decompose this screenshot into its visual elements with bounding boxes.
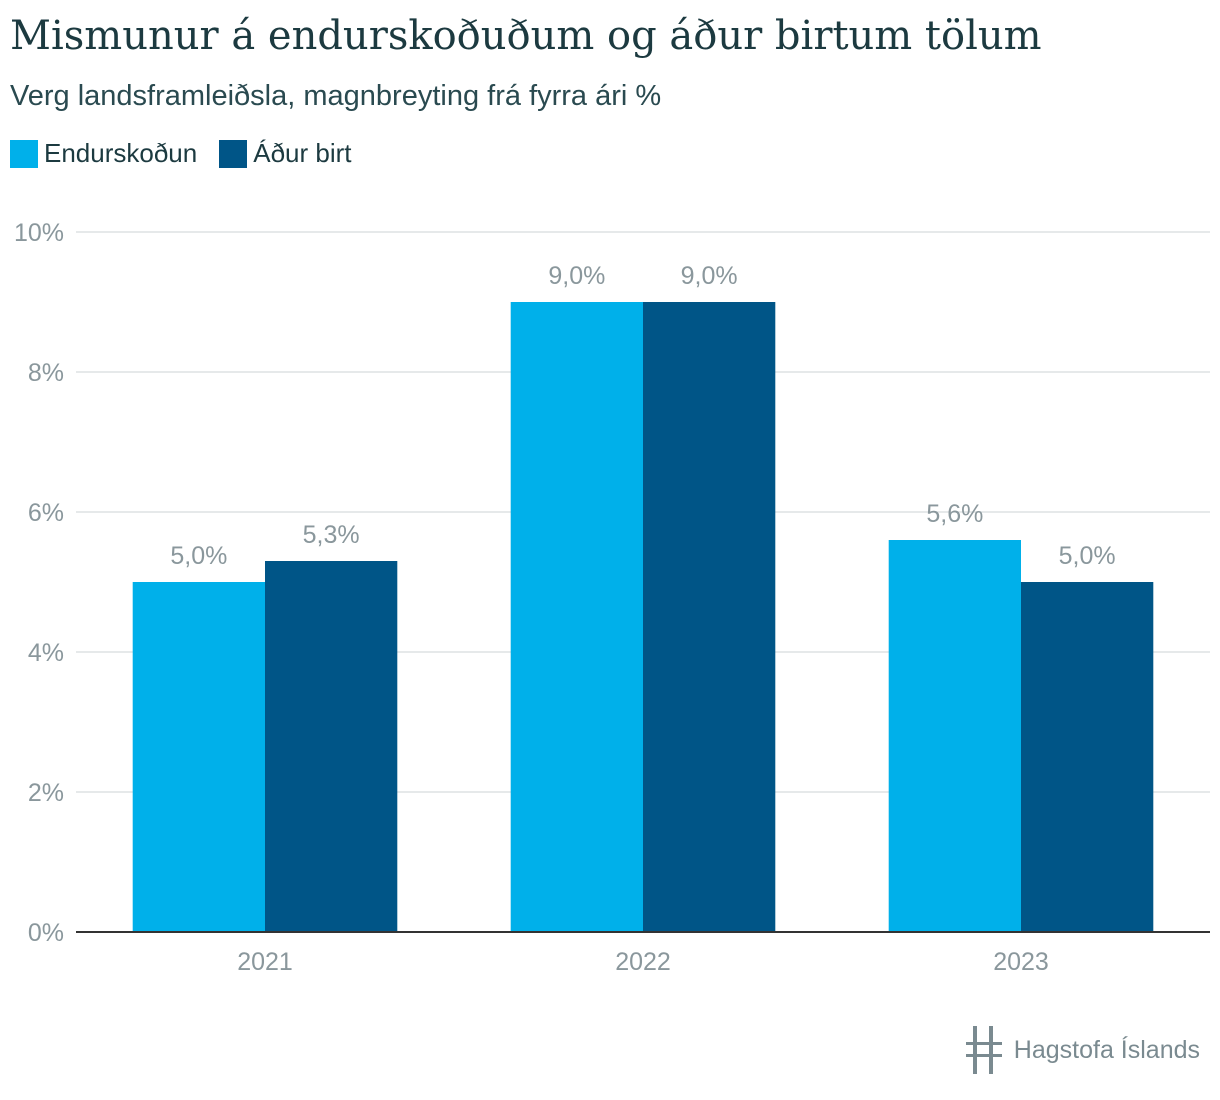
data-label: 5,3% xyxy=(303,521,360,549)
data-label: 5,6% xyxy=(926,500,983,528)
x-tick-label: 2023 xyxy=(993,948,1049,976)
bar-2023-endurskodun xyxy=(888,540,1021,932)
bar-2021-adur-birt xyxy=(265,561,398,932)
y-tick-label: 8% xyxy=(28,359,64,387)
chart-subtitle: Verg landsframleiðsla, magnbreyting frá … xyxy=(10,80,662,112)
bar-2022-adur-birt xyxy=(643,302,776,932)
legend-item-endurskodun: Endurskoðun xyxy=(10,138,197,169)
bar-2021-endurskodun xyxy=(132,582,265,932)
hagstofa-logo-icon xyxy=(965,1026,1002,1074)
y-tick-label: 6% xyxy=(28,499,64,527)
bar-2023-adur-birt xyxy=(1021,582,1154,932)
data-labels: 5,0% 5,3% 9,0% 9,0% 5,6% 5,0% xyxy=(170,262,1115,570)
x-tick-label: 2021 xyxy=(237,948,293,976)
data-label: 5,0% xyxy=(1059,542,1116,570)
y-tick-label: 4% xyxy=(28,639,64,667)
y-axis-ticks: 0% 2% 4% 6% 8% 10% xyxy=(14,219,64,947)
x-axis: 2021 2022 2023 xyxy=(76,931,1210,976)
bar-2022-endurskodun xyxy=(510,302,643,932)
y-tick-label: 2% xyxy=(28,779,64,807)
legend-item-adur-birt: Áður birt xyxy=(219,138,352,169)
legend-swatch-endurskodun xyxy=(10,139,38,168)
data-label: 9,0% xyxy=(681,262,738,290)
data-label: 5,0% xyxy=(170,542,227,570)
logo-text: Hagstofa Íslands xyxy=(1013,1035,1200,1064)
bars xyxy=(132,302,1154,932)
legend: Endurskoðun Áður birt xyxy=(10,138,374,169)
chart-title: Mismunur á endurskoðuðum og áður birtum … xyxy=(10,13,1042,59)
legend-label-adur-birt: Áður birt xyxy=(253,138,352,168)
y-tick-label: 0% xyxy=(28,919,64,947)
legend-swatch-adur-birt xyxy=(219,139,248,168)
y-tick-label: 10% xyxy=(14,219,64,247)
data-label: 9,0% xyxy=(548,262,605,290)
hagstofa-logo: Hagstofa Íslands xyxy=(964,1024,1200,1076)
legend-label-endurskodun: Endurskoðun xyxy=(44,138,198,168)
x-tick-label: 2022 xyxy=(615,948,671,976)
